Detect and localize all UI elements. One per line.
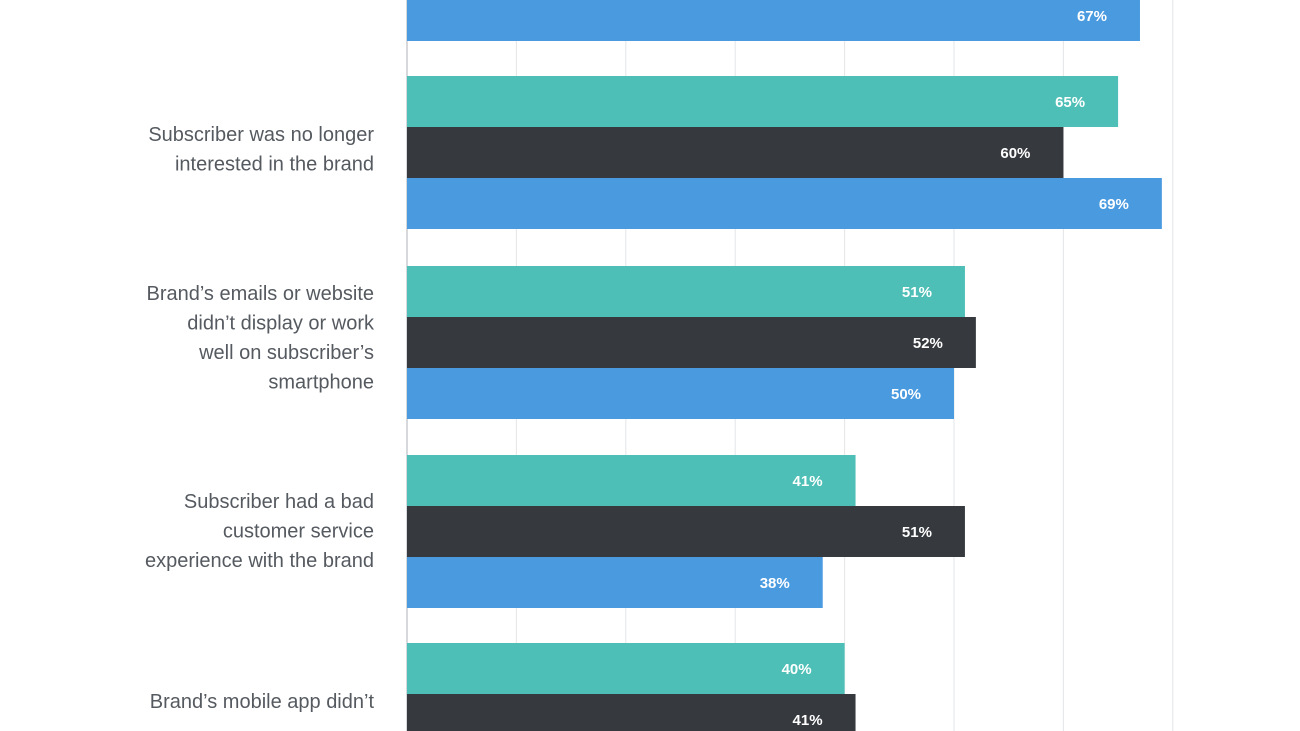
bar-value-label: 60% <box>1000 145 1030 162</box>
bar <box>407 266 965 317</box>
bar <box>407 694 856 731</box>
bar <box>407 127 1064 178</box>
bar <box>407 178 1162 229</box>
bar <box>407 76 1119 127</box>
category-label: customer service <box>223 521 374 543</box>
category-label: smartphone <box>268 372 374 394</box>
bar-value-label: 65% <box>1055 94 1085 111</box>
bar-value-label: 51% <box>902 524 932 541</box>
bar-value-label: 50% <box>891 386 921 403</box>
bar <box>407 557 823 608</box>
bar-value-label: 41% <box>793 712 823 729</box>
bar-value-label: 69% <box>1099 196 1129 213</box>
category-label: Brand’s mobile app didn’t <box>150 691 375 713</box>
bar-value-label: 67% <box>1077 8 1107 25</box>
bar-value-label: 40% <box>782 661 812 678</box>
category-label: didn’t display or work <box>187 313 375 335</box>
category-label: well on subscriber’s <box>198 342 374 364</box>
category-label: Subscriber was no longer <box>148 124 374 146</box>
bar-value-label: 41% <box>793 473 823 490</box>
bar-value-label: 51% <box>902 284 932 301</box>
bar <box>407 368 954 419</box>
bar-value-label: 38% <box>760 575 790 592</box>
bar <box>407 643 845 694</box>
category-label: Subscriber had a bad <box>184 491 374 513</box>
category-label: interested in the brand <box>175 154 374 176</box>
bar <box>407 0 1140 41</box>
bar <box>407 455 856 506</box>
bar-value-label: 52% <box>913 335 943 352</box>
category-label: experience with the brand <box>145 550 374 572</box>
bar <box>407 506 965 557</box>
category-label: Brand’s emails or website <box>146 283 374 305</box>
bar <box>407 317 976 368</box>
